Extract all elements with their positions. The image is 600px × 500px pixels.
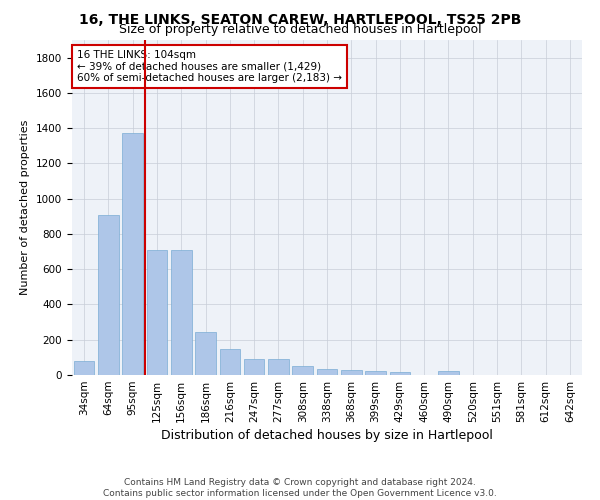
Bar <box>171 250 191 375</box>
Text: 16 THE LINKS: 104sqm
← 39% of detached houses are smaller (1,429)
60% of semi-de: 16 THE LINKS: 104sqm ← 39% of detached h… <box>77 50 342 83</box>
Text: Contains HM Land Registry data © Crown copyright and database right 2024.
Contai: Contains HM Land Registry data © Crown c… <box>103 478 497 498</box>
Bar <box>220 350 240 375</box>
Bar <box>98 214 119 375</box>
Bar <box>195 332 216 375</box>
Bar <box>292 366 313 375</box>
Text: Size of property relative to detached houses in Hartlepool: Size of property relative to detached ho… <box>119 22 481 36</box>
Bar <box>146 250 167 375</box>
Bar <box>341 370 362 375</box>
Bar <box>365 372 386 375</box>
Text: 16, THE LINKS, SEATON CAREW, HARTLEPOOL, TS25 2PB: 16, THE LINKS, SEATON CAREW, HARTLEPOOL,… <box>79 12 521 26</box>
Bar <box>244 359 265 375</box>
Bar <box>122 132 143 375</box>
Bar <box>317 369 337 375</box>
Bar <box>389 372 410 375</box>
Bar <box>268 359 289 375</box>
Y-axis label: Number of detached properties: Number of detached properties <box>20 120 31 295</box>
Bar <box>438 370 459 375</box>
X-axis label: Distribution of detached houses by size in Hartlepool: Distribution of detached houses by size … <box>161 429 493 442</box>
Bar <box>74 361 94 375</box>
